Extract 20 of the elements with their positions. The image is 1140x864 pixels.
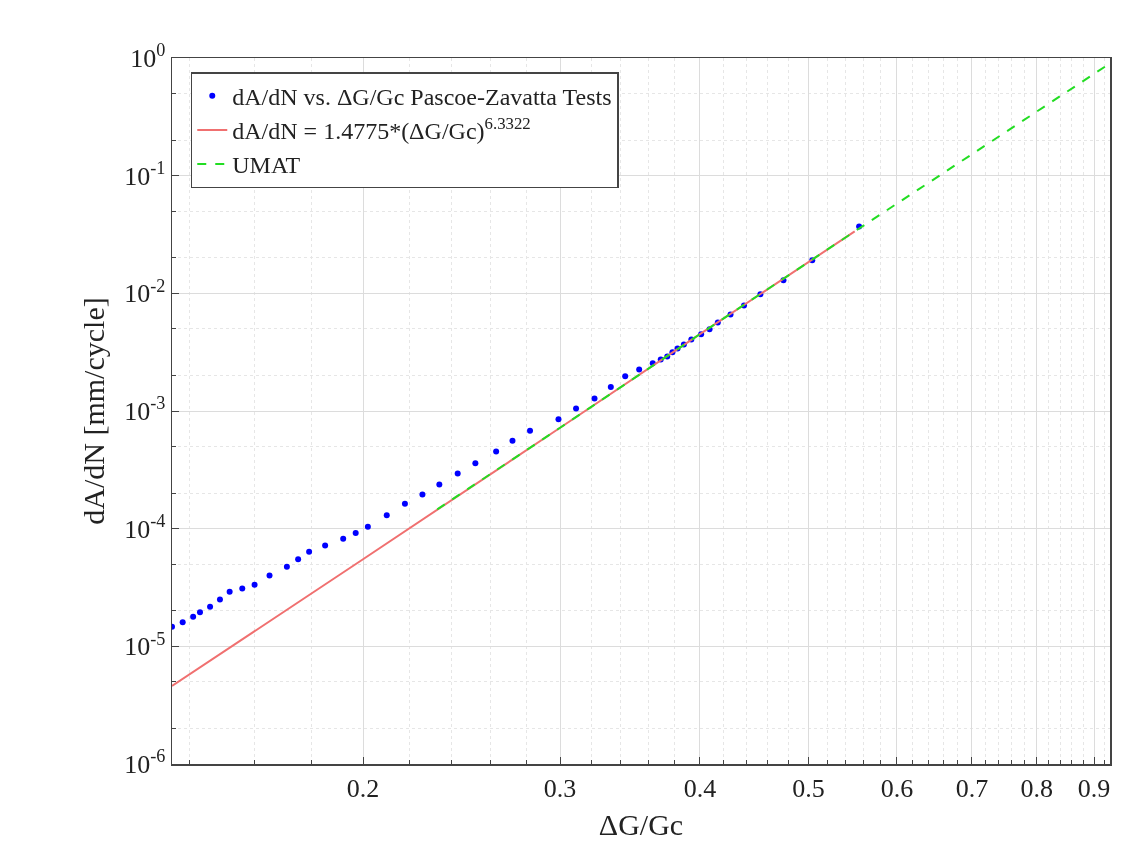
- legend-label: dA/dN = 1.4775*(ΔG/Gc)$^{6.3322}$: [232, 114, 531, 145]
- x-tick-label: 0.3: [543, 773, 577, 803]
- x-tick-label: 0.8: [1020, 773, 1054, 803]
- x-tick-label: 0.5: [792, 773, 825, 803]
- y-tick-label: 10$^{-1}$: [124, 157, 166, 191]
- x-tick-label: 0.7: [955, 773, 989, 803]
- y-axis-title: dA/dN [mm/cycle]: [77, 297, 111, 525]
- y-tick-label: 10$^{-4}$: [124, 510, 166, 544]
- y-tick-label: 10$^{-2}$: [124, 275, 166, 309]
- legend-label: dA/dN vs. ΔG/Gc Pascoe-Zavatta Tests: [232, 84, 612, 111]
- x-tick-label: 0.6: [880, 773, 914, 803]
- y-tick-label: 10$^{-5}$: [124, 628, 166, 662]
- y-tick-label: 10$^{-3}$: [124, 393, 166, 427]
- y-tick-label: 10$^{0}$: [130, 40, 166, 74]
- x-axis-title: ΔG/Gc: [598, 807, 684, 841]
- x-tick-label: 0.9: [1077, 773, 1111, 803]
- y-tick-label: 10$^{-6}$: [124, 746, 166, 780]
- x-tick-label: 0.2: [346, 773, 380, 803]
- legend-label: UMAT: [232, 152, 301, 179]
- x-tick-label: 0.4: [683, 773, 717, 803]
